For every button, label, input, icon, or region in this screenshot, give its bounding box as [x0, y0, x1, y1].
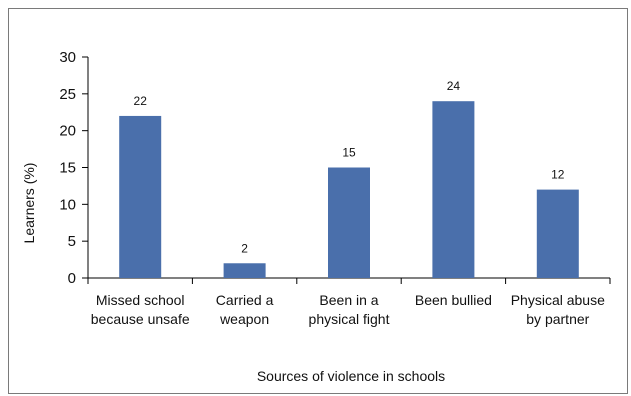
y-tick-label: 25 [59, 86, 76, 103]
data-label: 2 [241, 241, 248, 255]
x-category-label: Physical abuse [511, 292, 605, 308]
chart-frame [8, 8, 628, 394]
x-axis [87, 277, 611, 284]
x-category-label: weapon [219, 311, 269, 327]
y-axis: 0 5 10 15 20 25 30 [59, 49, 89, 287]
y-tick-label: 15 [59, 160, 76, 177]
x-category-label: Been bullied [415, 292, 492, 308]
bar [432, 101, 475, 278]
data-label: 12 [551, 168, 565, 182]
category-labels: Missed school because unsafe Carried a weap… [91, 292, 605, 327]
y-tick-label: 0 [68, 270, 76, 287]
x-category-label: Been in a [319, 292, 378, 308]
data-label: 15 [342, 146, 356, 160]
y-tick-label: 10 [59, 196, 76, 213]
y-tick-label: 20 [59, 123, 76, 140]
bars [119, 101, 579, 278]
x-category-label: Missed school [96, 292, 185, 308]
x-category-label: because unsafe [91, 311, 190, 327]
x-category-label: physical fight [309, 311, 390, 327]
x-category-label: Carried a [216, 292, 274, 308]
bar [536, 189, 579, 278]
data-label: 22 [134, 94, 148, 108]
y-tick-label: 5 [68, 233, 76, 250]
bar [328, 167, 370, 278]
data-label: 24 [447, 79, 461, 93]
bar [119, 115, 162, 278]
bar [223, 263, 266, 278]
x-axis-title: Sources of violence in schools [257, 368, 445, 384]
x-category-label: by partner [526, 311, 589, 327]
y-tick-label: 30 [59, 49, 76, 66]
y-axis-title: Learners (%) [21, 163, 37, 244]
